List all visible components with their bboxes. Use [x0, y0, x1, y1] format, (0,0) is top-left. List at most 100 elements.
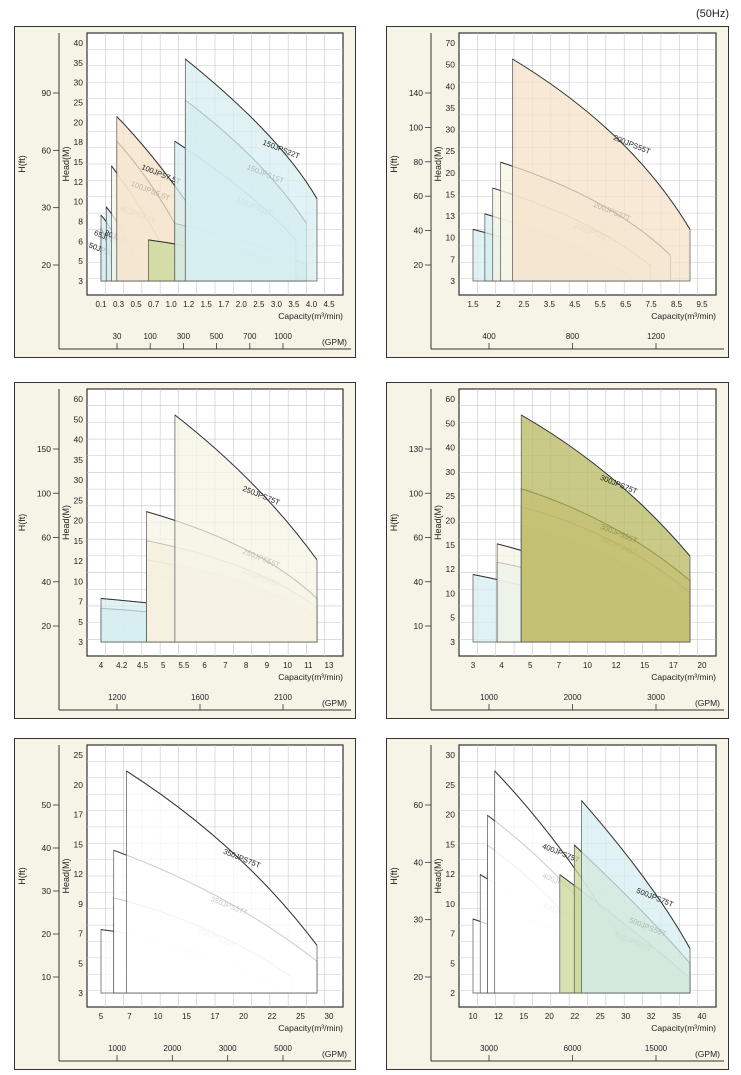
- capacity-tick-label: 13: [325, 661, 334, 670]
- head-tick-label: 7: [450, 254, 455, 264]
- capacity-tick-label: 22: [268, 1012, 277, 1021]
- head-tick-label: 30: [74, 78, 84, 88]
- gpm-tick-label: 1200: [108, 693, 126, 702]
- head-tick-label: 15: [446, 189, 456, 199]
- gpm-tick-label: 1000: [480, 693, 498, 702]
- capacity-tick-label: 22: [570, 1012, 579, 1021]
- y-axis-label-head: Head(M): [61, 146, 71, 181]
- head-tick-label: 15: [446, 839, 456, 849]
- ft-tick-label: 40: [414, 226, 424, 236]
- head-tick-label: 3: [78, 276, 83, 286]
- ft-tick-label: 20: [414, 260, 424, 270]
- gpm-tick-label: 15000: [645, 1044, 668, 1053]
- capacity-tick-label: 4.5: [323, 300, 335, 309]
- head-tick-label: 20: [446, 168, 456, 178]
- series-curve: [126, 770, 318, 946]
- capacity-tick-label: 3.5: [544, 300, 556, 309]
- head-tick-label: 5: [78, 617, 83, 627]
- y-axis-label-head: Head(M): [433, 858, 443, 893]
- head-tick-label: 40: [446, 81, 456, 91]
- x-axis-label-gpm: (GPM): [695, 1049, 720, 1059]
- head-tick-label: 5: [450, 613, 455, 623]
- head-tick-label: 5: [450, 958, 455, 968]
- gpm-tick-label: 6000: [564, 1044, 582, 1053]
- gpm-tick-label: 1200: [647, 332, 665, 341]
- x-axis-label-gpm: (GPM): [695, 698, 720, 708]
- head-tick-label: 30: [446, 125, 456, 135]
- head-tick-label: 50: [74, 414, 84, 424]
- y-axis-label-head: Head(M): [433, 505, 443, 540]
- capacity-tick-label: 7.5: [646, 300, 658, 309]
- series-curve: [184, 58, 318, 200]
- head-tick-label: 25: [446, 780, 456, 790]
- capacity-tick-label: 25: [296, 1012, 305, 1021]
- x-axis-label-capacity: Capacity(m³/min): [278, 1023, 343, 1033]
- capacity-tick-label: 20: [698, 661, 707, 670]
- capacity-tick-label: 2.5: [253, 300, 265, 309]
- head-tick-label: 10: [74, 576, 84, 586]
- head-tick-label: 10: [446, 899, 456, 909]
- head-tick-label: 10: [74, 197, 84, 207]
- ft-tick-label: 100: [409, 122, 423, 132]
- series-curve: [512, 58, 691, 230]
- head-tick-label: 9: [78, 899, 83, 909]
- head-tick-label: 2: [450, 988, 455, 998]
- capacity-tick-label: 11: [304, 661, 313, 670]
- ft-tick-label: 30: [414, 915, 424, 925]
- capacity-tick-label: 5: [161, 661, 166, 670]
- ft-tick-label: 20: [42, 621, 52, 631]
- x-axis-label-capacity: Capacity(m³/min): [278, 672, 343, 682]
- head-tick-label: 5: [78, 958, 83, 968]
- head-tick-label: 12: [74, 177, 84, 187]
- head-tick-label: 70: [446, 38, 456, 48]
- capacity-tick-label: 0.5: [131, 300, 143, 309]
- head-tick-label: 12: [446, 564, 456, 574]
- ft-tick-label: 60: [414, 191, 424, 201]
- y-axis-label-ft: H(ft): [17, 514, 27, 532]
- capacity-tick-label: 3.0: [271, 300, 283, 309]
- capacity-tick-label: 25: [596, 1012, 605, 1021]
- y-axis-label-ft: H(ft): [389, 514, 399, 532]
- chart-panel-6: 400JPS22T400JPS37T400JPS45T400JPS55T400J…: [386, 738, 729, 1070]
- capacity-tick-label: 0.3: [113, 300, 125, 309]
- series-curve: [581, 800, 691, 949]
- gpm-tick-label: 5000: [274, 1044, 292, 1053]
- capacity-tick-label: 12: [612, 661, 621, 670]
- capacity-tick-label: 9.5: [696, 300, 708, 309]
- ft-tick-label: 40: [42, 577, 52, 587]
- capacity-tick-label: 40: [698, 1012, 707, 1021]
- capacity-tick-label: 4.2: [116, 661, 128, 670]
- capacity-tick-label: 1.5: [201, 300, 213, 309]
- head-tick-label: 12: [446, 869, 456, 879]
- capacity-tick-label: 12: [494, 1012, 503, 1021]
- capacity-tick-label: 4.5: [137, 661, 149, 670]
- gpm-tick-label: 3000: [480, 1044, 498, 1053]
- capacity-tick-label: 15: [640, 661, 649, 670]
- gpm-tick-label: 2000: [564, 693, 582, 702]
- head-tick-label: 30: [74, 475, 84, 485]
- head-tick-label: 7: [450, 929, 455, 939]
- head-tick-label: 3: [450, 276, 455, 286]
- chart-panel-3: 250JPS11T250JPS15T250JPS22T250JPS30T250J…: [14, 382, 356, 719]
- capacity-tick-label: 35: [672, 1012, 681, 1021]
- chart-panel-2: 200JPS11T200JPS15T200JPS22T200JPS37T200J…: [386, 26, 729, 358]
- ft-tick-label: 10: [414, 621, 424, 631]
- capacity-tick-label: 10: [154, 1012, 163, 1021]
- y-axis-label-ft: H(ft): [389, 155, 399, 173]
- head-tick-label: 20: [74, 780, 84, 790]
- capacity-tick-label: 4: [99, 661, 104, 670]
- y-axis-label-head: Head(M): [61, 505, 71, 540]
- capacity-tick-label: 3: [471, 661, 476, 670]
- head-tick-label: 50: [446, 60, 456, 70]
- capacity-tick-label: 2.5: [518, 300, 530, 309]
- head-tick-label: 15: [446, 540, 456, 550]
- capacity-tick-label: 5: [528, 661, 533, 670]
- ft-tick-label: 50: [42, 800, 52, 810]
- head-tick-label: 5: [78, 256, 83, 266]
- chart-panel-1: 50JPS0.75T65JPS1.5T80JPS2.2T80JPS3.7T100…: [14, 26, 356, 358]
- y-axis-label-ft: H(ft): [389, 867, 399, 885]
- head-tick-label: 30: [446, 750, 456, 760]
- ft-tick-label: 30: [42, 203, 52, 213]
- capacity-tick-label: 4.5: [569, 300, 581, 309]
- gpm-tick-label: 3000: [647, 693, 665, 702]
